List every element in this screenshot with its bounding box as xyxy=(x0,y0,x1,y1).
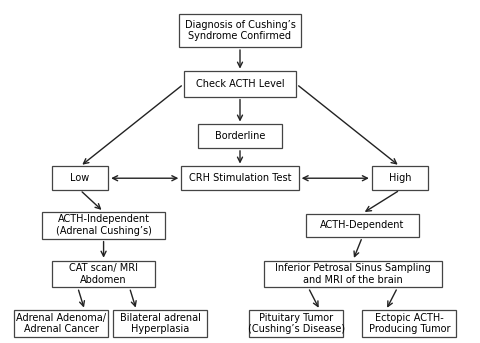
FancyBboxPatch shape xyxy=(264,261,442,287)
Text: High: High xyxy=(389,173,411,183)
FancyBboxPatch shape xyxy=(14,310,108,336)
FancyBboxPatch shape xyxy=(372,166,428,190)
FancyBboxPatch shape xyxy=(362,310,456,336)
FancyBboxPatch shape xyxy=(250,310,344,336)
FancyBboxPatch shape xyxy=(113,310,207,336)
FancyBboxPatch shape xyxy=(179,13,301,47)
FancyBboxPatch shape xyxy=(52,166,108,190)
FancyBboxPatch shape xyxy=(198,125,282,148)
FancyBboxPatch shape xyxy=(306,213,419,237)
FancyBboxPatch shape xyxy=(52,261,156,287)
Text: CRH Stimulation Test: CRH Stimulation Test xyxy=(189,173,291,183)
Text: Adrenal Adenoma/
Adrenal Cancer: Adrenal Adenoma/ Adrenal Cancer xyxy=(16,312,106,334)
Text: Pituitary Tumor
(Cushing’s Disease): Pituitary Tumor (Cushing’s Disease) xyxy=(248,312,345,334)
FancyBboxPatch shape xyxy=(181,166,299,190)
Text: CAT scan/ MRI
Abdomen: CAT scan/ MRI Abdomen xyxy=(69,263,138,285)
Text: Borderline: Borderline xyxy=(215,131,265,141)
Text: ACTH-Independent
(Adrenal Cushing’s): ACTH-Independent (Adrenal Cushing’s) xyxy=(56,214,152,236)
FancyBboxPatch shape xyxy=(183,71,297,97)
FancyBboxPatch shape xyxy=(42,212,165,239)
Text: Ectopic ACTH-
Producing Tumor: Ectopic ACTH- Producing Tumor xyxy=(369,312,450,334)
Text: Low: Low xyxy=(71,173,90,183)
Text: ACTH-Dependent: ACTH-Dependent xyxy=(320,220,405,230)
Text: Bilateral adrenal
Hyperplasia: Bilateral adrenal Hyperplasia xyxy=(120,312,201,334)
Text: Check ACTH Level: Check ACTH Level xyxy=(196,79,284,89)
Text: Diagnosis of Cushing’s
Syndrome Confirmed: Diagnosis of Cushing’s Syndrome Confirme… xyxy=(185,20,295,41)
Text: Inferior Petrosal Sinus Sampling
and MRI of the brain: Inferior Petrosal Sinus Sampling and MRI… xyxy=(275,263,431,285)
